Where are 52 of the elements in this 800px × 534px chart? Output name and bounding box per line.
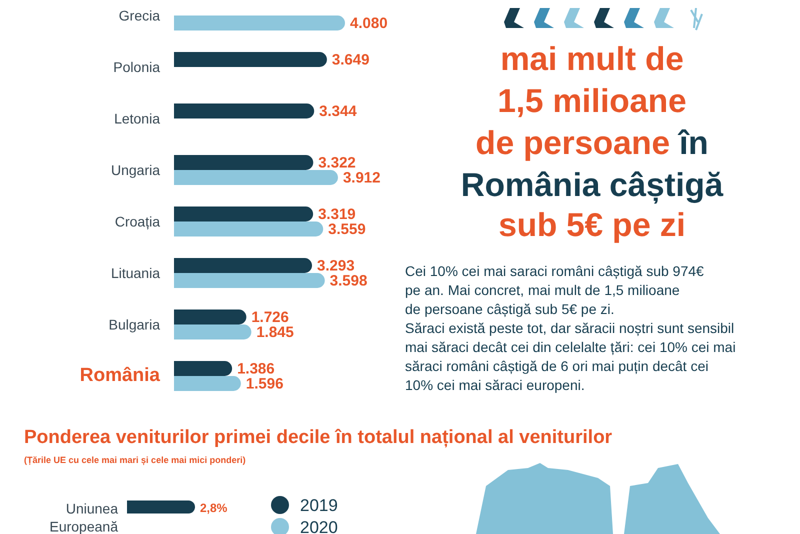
bar [174, 258, 312, 273]
data-label: 3.319 [318, 206, 356, 223]
legend-label: 2019 [300, 496, 338, 515]
bar [174, 376, 241, 391]
data-label: 3.293 [317, 258, 355, 274]
text: România câștigă [460, 166, 724, 204]
y-tick-label: Bulgaria [108, 316, 160, 332]
data-label: 3.598 [330, 272, 368, 290]
text: mai săraci decât cei din celelalte țări: cei 10% cei mai [405, 339, 736, 355]
y-tick-label: România [80, 365, 160, 386]
bar [174, 361, 232, 376]
text: de persoane [476, 124, 670, 161]
bar [174, 170, 338, 185]
text: sub 5€ pe zi [498, 206, 686, 243]
legend-label: 2020 [300, 518, 338, 534]
bar [174, 52, 327, 67]
text: mai mult de [500, 40, 684, 77]
data-label: 1.845 [256, 324, 294, 341]
text: Săraci există peste tot, dar săracii noștri sunt sensibil [405, 320, 734, 336]
data-label: 3.559 [328, 221, 366, 238]
data-label: 1.726 [251, 309, 289, 326]
text: de persoane câștigă sub 5€ pe zi. [405, 301, 614, 317]
text: Cei 10% cei mai saraci români câștigă sub 974€ [405, 263, 704, 279]
data-label: 3.649 [332, 52, 370, 68]
text: pe an. Mai concret, mai mult de 1,5 milioane [405, 282, 680, 298]
data-label: 1.596 [246, 376, 284, 392]
y-tick-label: Lituania [110, 265, 160, 281]
y-tick-label: Ungaria [110, 162, 160, 178]
text: 10% cei mai săraci europeni. [405, 377, 585, 393]
text: săraci români câștigă de 6 ori mai puțin decât cei [405, 358, 708, 374]
data-label: 3.322 [318, 154, 356, 172]
bar [174, 104, 314, 118]
data-label: 3.344 [319, 103, 358, 120]
y-tick-label: Croația [114, 214, 160, 230]
data-label: 1.386 [237, 360, 275, 378]
bar [174, 206, 314, 222]
text: Ponderea veniturilor primei decile în totalul național al veniturilor [24, 427, 613, 448]
bar [174, 324, 252, 340]
chart-subtitle: (Țările UE cu cele mai mari și cele mai mici ponderi) [24, 455, 246, 466]
data-label: 2,8% [200, 501, 228, 515]
bar [174, 310, 246, 324]
bar [174, 155, 314, 170]
text: în [670, 124, 708, 161]
y-tick-label: Letonia [114, 110, 160, 126]
text: 1,5 milioane [498, 82, 686, 119]
bar [174, 16, 345, 30]
data-label: 3.912 [342, 170, 381, 186]
y-tick-label: Grecia [118, 8, 160, 24]
bar [174, 273, 325, 288]
data-label: 4.080 [350, 15, 388, 32]
y-tick-label: Polonia [113, 59, 160, 75]
bar [174, 222, 324, 236]
